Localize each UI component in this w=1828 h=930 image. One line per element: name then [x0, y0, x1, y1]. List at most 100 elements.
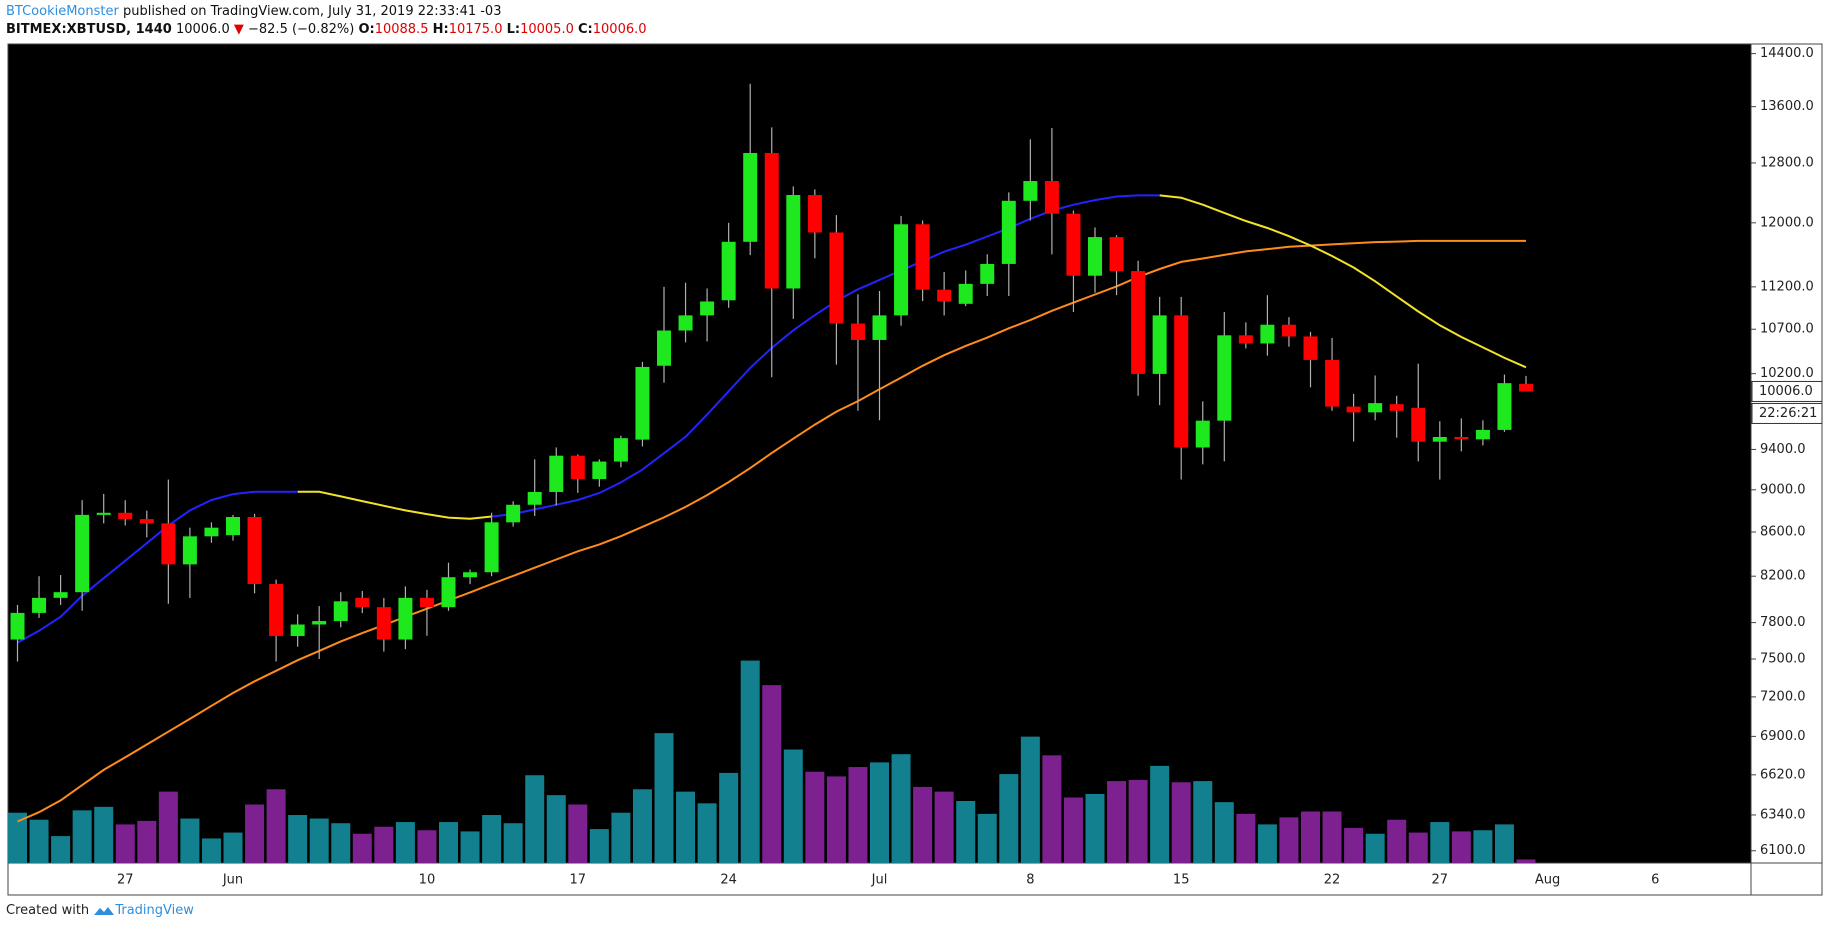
volume-bar [719, 772, 739, 863]
candle-body [1368, 403, 1383, 413]
candle-body [527, 491, 542, 505]
candle-body [1475, 429, 1490, 440]
y-tick-label: 7500.0 [1760, 652, 1806, 667]
ma-line [1159, 194, 1527, 369]
y-tick-label: 7800.0 [1760, 615, 1806, 630]
volume-bar [589, 829, 609, 863]
candle-body [226, 517, 240, 536]
volume-bar [460, 831, 480, 863]
candle-body [32, 597, 47, 613]
ma-line [17, 490, 298, 644]
volume-bar [266, 789, 286, 863]
y-tick-label: 12800.0 [1760, 155, 1814, 170]
volume-bar [482, 815, 502, 863]
volume-bar [503, 823, 523, 863]
candle-body [1066, 213, 1081, 276]
volume-bar [352, 833, 372, 863]
volume-bar [891, 754, 911, 863]
candle-body [398, 597, 413, 640]
volume-bar [115, 824, 135, 863]
chart-pane [8, 44, 1751, 863]
volume-bar [654, 733, 674, 863]
candle-body [549, 455, 564, 492]
candle-body [1044, 181, 1059, 214]
header-line-2: BITMEX:XBTUSD, 1440 10006.0 ▼ −82.5 (−0.… [6, 21, 647, 39]
h-label: H: [432, 22, 449, 37]
candle-body [1109, 237, 1124, 272]
candle-body [1497, 383, 1512, 430]
l-label: L: [506, 22, 521, 37]
author[interactable]: BTCookieMonster [6, 4, 119, 19]
candle-body [915, 224, 930, 290]
published: published on TradingView.com, July 31, 2… [122, 4, 502, 19]
volume-bar [1236, 813, 1256, 863]
candle-body [10, 612, 25, 640]
volume-bar [826, 776, 846, 863]
header-line-1: BTCookieMonster published on TradingView… [6, 3, 647, 21]
volume-bar [245, 804, 265, 863]
candle-body [75, 514, 90, 593]
volume-bar [1171, 782, 1191, 863]
volume-bar [762, 685, 782, 863]
brand[interactable]: TradingView [115, 903, 194, 918]
candle-body [96, 512, 111, 515]
candle-body [743, 152, 758, 242]
o-value: 10088.5 [374, 22, 429, 37]
y-tick-label: 7200.0 [1760, 689, 1806, 704]
volume-bar [417, 830, 437, 863]
volume-bar [439, 822, 458, 863]
y-tick-label: 10200.0 [1760, 366, 1814, 381]
x-tick-label: 17 [570, 873, 587, 888]
y-tick-label: 14400.0 [1760, 46, 1814, 61]
volume-bar [1042, 755, 1062, 863]
volume-bar [805, 771, 825, 863]
candle-body [894, 224, 909, 316]
volume-bar [1301, 811, 1320, 863]
volume-bar [1408, 832, 1428, 863]
volume-bar [999, 774, 1019, 863]
candle-body [1195, 420, 1210, 448]
candle-body [1519, 383, 1533, 392]
candle-body [1238, 335, 1253, 344]
x-tick-label: Aug [1535, 873, 1560, 888]
volume-bar [1516, 859, 1536, 863]
candle-body [1389, 404, 1404, 411]
volume-bar [51, 836, 71, 863]
volume-bar [568, 804, 588, 863]
volume-bar [1451, 831, 1471, 863]
volume-bar [374, 826, 394, 863]
volume-bar [331, 823, 351, 863]
volume-bar [1344, 827, 1364, 863]
h-value: 10175.0 [448, 22, 503, 37]
y-tick-label: 11200.0 [1760, 279, 1814, 294]
volume-bar [1128, 779, 1148, 863]
logo [94, 906, 115, 915]
candle-body [700, 301, 715, 316]
volume-bar [288, 815, 308, 863]
y-tick-label: 6900.0 [1760, 729, 1806, 744]
candle-body [204, 527, 219, 537]
volume-bar [740, 660, 760, 863]
x-tick-label: Jun [222, 873, 243, 888]
volume-bar [1063, 797, 1083, 863]
x-tick-label: 6 [1651, 873, 1659, 888]
candle-body [570, 455, 585, 480]
candle-body [484, 522, 499, 573]
volume-bar [1430, 822, 1450, 863]
o-label: O: [358, 22, 375, 37]
volume-bar [29, 819, 49, 863]
volume-bar [934, 791, 954, 863]
candle-body [269, 584, 284, 637]
y-tick-label: 8600.0 [1760, 524, 1806, 539]
candle-body [1131, 271, 1146, 374]
footer: Created with TradingView [6, 903, 194, 918]
created-with: Created with [6, 903, 90, 918]
candle-body [419, 597, 434, 608]
header: BTCookieMonster published on TradingView… [6, 3, 647, 39]
y-tick-label: 10700.0 [1760, 322, 1814, 337]
candle-body [764, 152, 779, 289]
volume-bar [632, 789, 652, 863]
candle-body [678, 315, 693, 331]
